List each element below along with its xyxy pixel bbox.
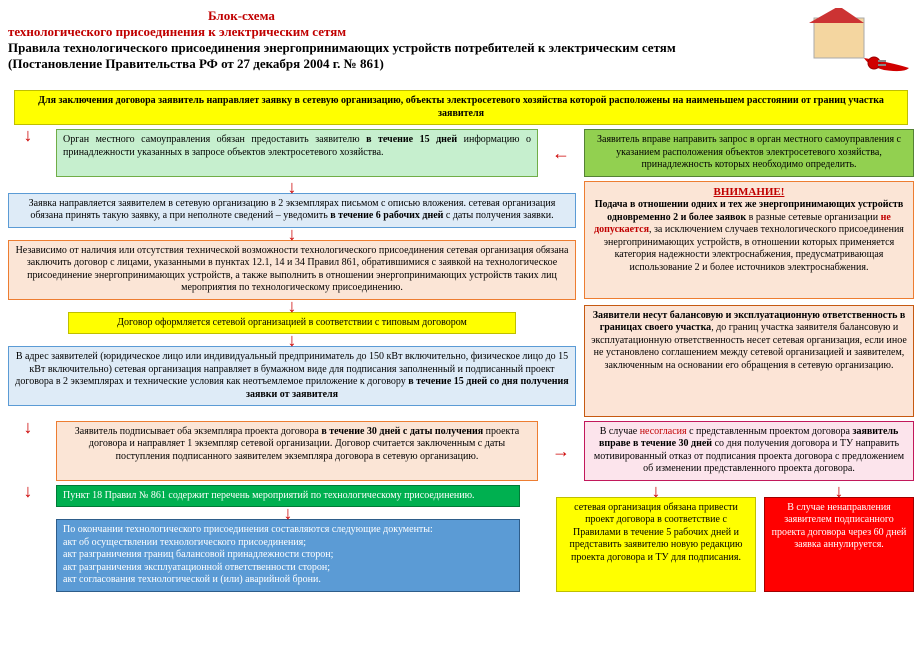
right-applicant-box: Заявитель вправе направить запрос в орга… (584, 129, 914, 177)
title-line4: (Постановление Правительства РФ от 27 де… (8, 56, 754, 72)
arrow-icon: ↓ (8, 334, 576, 346)
arrow-icon: ↓ (8, 181, 576, 193)
responsibility-box: Заявители несут балансовую и эксплуатаци… (584, 305, 914, 417)
obligation-box: Независимо от наличия или отсутствия тех… (8, 240, 576, 300)
signing-box: Заявитель подписывает оба экземпляра про… (56, 421, 538, 481)
attention-rest: , за исключением случаев технологическог… (604, 224, 904, 273)
revise-box: сетевая организация обязана привести про… (556, 497, 756, 592)
application-text: Заявка направляется заявителем в сетевую… (29, 198, 556, 222)
title-line2: технологического присоединения к электри… (8, 24, 754, 40)
attention-title: ВНИМАНИЕ! (591, 186, 907, 200)
disagree-p1: В случае (600, 426, 640, 437)
documents-item: акт об осуществлении технологического пр… (63, 537, 513, 550)
disagree-red: несогласия (640, 426, 687, 437)
top-instruction-box: Для заключения договора заявитель направ… (14, 90, 908, 125)
cancellation-box: В случае ненаправления заявителем подпис… (764, 497, 914, 592)
arrow-left-icon: ← (546, 147, 576, 159)
arrow-icon: ↓ (764, 485, 914, 497)
title-line3: Правила технологического присоединения э… (8, 40, 754, 56)
documents-box: По окончании технологического присоедине… (56, 519, 520, 592)
disagree-p2: с представленным проектом договора (687, 426, 853, 437)
draft-contract-text: В адрес заявителей (юридическое лицо или… (15, 351, 568, 400)
documents-item: акт разграничения границ балансовой прин… (63, 549, 513, 562)
disagreement-box: В случае несогласия с представленным про… (584, 421, 914, 481)
arrow-icon: ↓ (8, 421, 48, 481)
header-text: Блок-схема технологического присоединени… (8, 8, 754, 88)
attention-body: Подача в отношении одних и тех же энерго… (591, 199, 907, 274)
arrow-icon: ↓ (8, 300, 576, 312)
left-authority-box: Орган местного самоуправления обязан пре… (56, 129, 538, 177)
signing-text: Заявитель подписывает оба экземпляра про… (75, 426, 519, 462)
arrow-right-icon: → (546, 445, 576, 457)
attention-plain: в разные сетевые организации (746, 212, 881, 223)
title-line1: Блок-схема (208, 8, 754, 24)
attention-box: ВНИМАНИЕ! Подача в отношении одних и тех… (584, 181, 914, 299)
arrow-icon: ↓ (556, 485, 756, 497)
documents-intro: По окончании технологического присоедине… (63, 524, 513, 537)
arrow-icon: ↓ (8, 129, 48, 177)
documents-item: акт согласования технологической и (или)… (63, 574, 513, 587)
left-authority-text: Орган местного самоуправления обязан пре… (63, 134, 531, 158)
arrow-icon: ↓ (8, 228, 576, 240)
header-illustration (754, 8, 914, 88)
header: Блок-схема технологического присоединени… (8, 8, 914, 88)
documents-item: акт разграничения эксплуатационной ответ… (63, 562, 513, 575)
application-box: Заявка направляется заявителем в сетевую… (8, 193, 576, 228)
arrow-icon: ↓ (8, 485, 48, 592)
draft-contract-box: В адрес заявителей (юридическое лицо или… (8, 346, 576, 406)
arrow-icon: ↓ (56, 507, 520, 519)
